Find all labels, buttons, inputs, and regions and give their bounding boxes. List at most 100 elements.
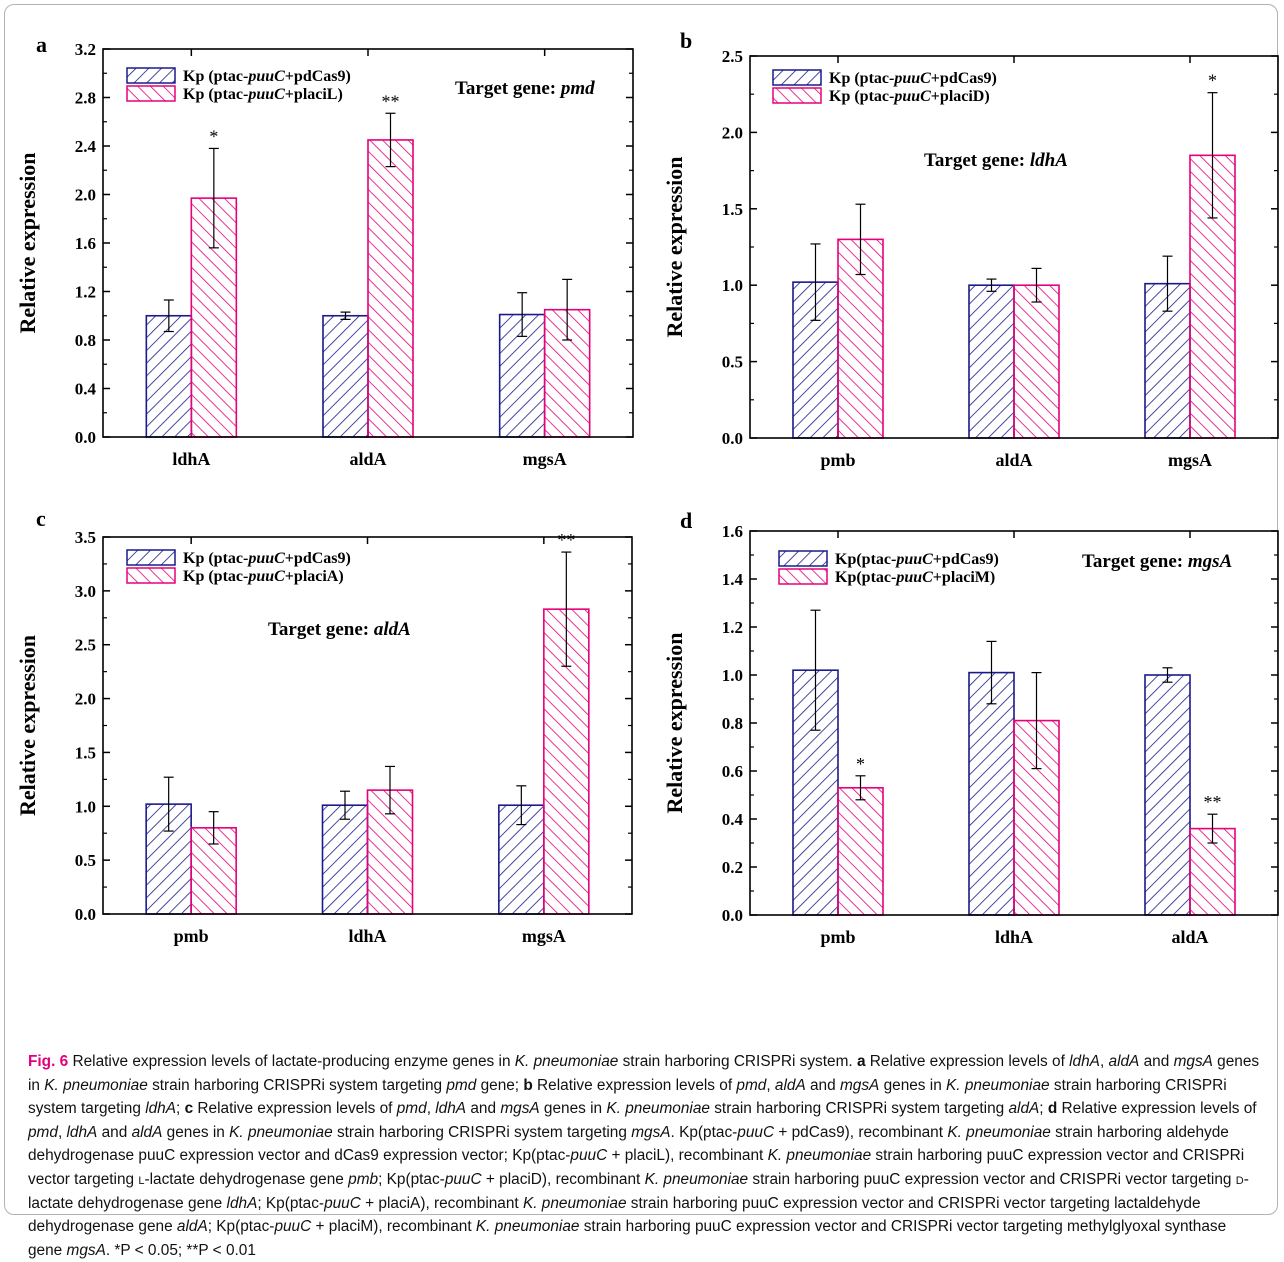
caption-segment: puuC xyxy=(737,1124,774,1141)
figure-charts: a 0.0 0.4 0.8 1.2 1.6 2.0 2.4 2.8 3.2 Relative exp… xyxy=(0,0,1284,1045)
y-tick-label: 0.4 xyxy=(722,810,744,829)
caption-segment: genes in xyxy=(540,1100,607,1117)
caption-segment: and xyxy=(1139,1053,1173,1070)
legend-label: Kp (ptac-puuC+pdCas9) xyxy=(183,68,351,85)
caption-segment: . Kp(ptac- xyxy=(671,1124,738,1141)
y-tick-label: 2.0 xyxy=(75,186,96,205)
y-tick-label: 2.0 xyxy=(75,690,96,709)
y-tick-label: 3.2 xyxy=(75,40,96,59)
x-category-label: ldhA xyxy=(995,927,1033,947)
significance-marker: * xyxy=(1208,71,1217,91)
caption-segment: K. pneumoniae xyxy=(645,1171,749,1188)
y-tick-label: 1.2 xyxy=(75,283,96,302)
y-tick-label: 1.2 xyxy=(722,618,743,637)
target-gene-label: Target gene: pmd xyxy=(455,78,595,99)
y-tick-label: 2.0 xyxy=(722,123,743,142)
bar-control xyxy=(323,805,368,914)
caption-segment: pmd xyxy=(397,1100,427,1117)
caption-segment: Relative expression levels of xyxy=(866,1053,1070,1070)
caption-segment: puuC xyxy=(274,1218,311,1235)
caption-segment: ; Kp(ptac- xyxy=(378,1171,445,1188)
target-gene-label: Target gene: aldA xyxy=(268,619,411,640)
significance-marker: * xyxy=(856,754,865,774)
significance-marker: ** xyxy=(1204,792,1222,812)
caption-segment: K. pneumoniae xyxy=(229,1124,333,1141)
y-axis-title: Relative expression xyxy=(15,635,40,816)
y-axis-title: Relative expression xyxy=(662,156,687,337)
caption-segment: b xyxy=(523,1077,532,1094)
legend-swatch xyxy=(773,70,821,85)
caption-segment: mgsA xyxy=(631,1124,670,1141)
panel-letter: a xyxy=(36,32,47,57)
y-tick-label: 1.0 xyxy=(722,666,743,685)
caption-segment: + placiL), recombinant xyxy=(607,1147,767,1164)
caption-segment: strain harboring CRISPRi system. xyxy=(618,1053,857,1070)
caption-segment: ldhA xyxy=(67,1124,98,1141)
legend-swatch xyxy=(773,88,821,103)
caption-segment: and xyxy=(97,1124,131,1141)
significance-marker: ** xyxy=(557,530,575,550)
legend-label: Kp (ptac-puuC+pdCas9) xyxy=(829,70,997,87)
legend-swatch xyxy=(779,551,827,566)
y-tick-label: 0.0 xyxy=(722,429,743,448)
legend-label: Kp (ptac-puuC+pdCas9) xyxy=(183,550,351,567)
caption-segment: ; Kp(ptac- xyxy=(208,1218,275,1235)
x-category-label: pmb xyxy=(174,926,209,946)
caption-segment: aldA xyxy=(177,1218,208,1235)
legend-label: Kp (ptac-puuC+placiL) xyxy=(183,86,343,103)
y-tick-label: 0.5 xyxy=(722,353,743,372)
caption-segment: puuC xyxy=(445,1171,482,1188)
caption-segment: , xyxy=(1100,1053,1109,1070)
caption-segment: K. pneumoniae xyxy=(946,1077,1050,1094)
legend-label: Kp(ptac-puuC+placiM) xyxy=(835,569,995,586)
significance-marker: ** xyxy=(382,91,400,111)
caption-segment: aldA xyxy=(1109,1053,1140,1070)
legend-swatch xyxy=(779,569,827,584)
target-gene-label: Target gene: mgsA xyxy=(1082,551,1232,572)
caption-segment: strain harboring puuC expression vector … xyxy=(748,1171,1236,1188)
y-tick-label: 1.0 xyxy=(75,797,96,816)
panel-letter: c xyxy=(36,506,46,531)
y-tick-label: 1.6 xyxy=(722,522,743,541)
caption-segment: , xyxy=(427,1100,436,1117)
legend-label: Kp(ptac-puuC+pdCas9) xyxy=(835,551,999,568)
y-tick-label: 0.8 xyxy=(75,331,96,350)
y-tick-label: 1.5 xyxy=(75,743,96,762)
caption-segment: Relative expression levels of xyxy=(533,1077,737,1094)
caption-segment: d xyxy=(1236,1171,1244,1188)
panel-letter: b xyxy=(680,28,692,53)
caption-segment: K. pneumoniae xyxy=(515,1053,619,1070)
caption-segment: -lactate dehydrogenase gene xyxy=(144,1171,348,1188)
y-axis-title: Relative expression xyxy=(662,632,687,813)
caption-segment: strain harboring CRISPRi system targetin… xyxy=(148,1077,447,1094)
caption-segment: K. pneumoniae xyxy=(768,1147,872,1164)
caption-segment: a xyxy=(857,1053,866,1070)
legend-label: Kp (ptac-puuC+placiD) xyxy=(829,88,990,105)
caption-segment: aldA xyxy=(1008,1100,1039,1117)
x-category-label: ldhA xyxy=(348,926,386,946)
caption-segment: + placiA), recombinant xyxy=(361,1195,523,1212)
y-tick-label: 1.6 xyxy=(75,234,96,253)
caption-segment: + pdCas9), recombinant xyxy=(774,1124,947,1141)
panel-letter: d xyxy=(680,508,692,533)
y-tick-label: 1.5 xyxy=(722,200,743,219)
x-category-label: pmb xyxy=(820,927,855,947)
caption-segment: Relative expression levels of xyxy=(1057,1100,1256,1117)
y-tick-label: 2.5 xyxy=(722,47,743,66)
x-category-label: aldA xyxy=(349,449,386,469)
y-tick-label: 0.0 xyxy=(75,428,96,447)
legend-swatch xyxy=(127,68,175,83)
caption-segment: gene; xyxy=(476,1077,523,1094)
bar-control xyxy=(969,673,1014,915)
target-gene-label: Target gene: ldhA xyxy=(924,150,1068,171)
caption-segment: K. pneumoniae xyxy=(947,1124,1051,1141)
caption-segment: mgsA xyxy=(500,1100,539,1117)
caption-segment: ldhA xyxy=(435,1100,466,1117)
bar-crispri xyxy=(368,140,413,437)
bar-control xyxy=(969,285,1014,438)
caption-segment: ldhA xyxy=(227,1195,258,1212)
bar-control xyxy=(146,316,191,437)
caption-segment: + placiD), recombinant xyxy=(482,1171,645,1188)
caption-segment: puuC xyxy=(324,1195,361,1212)
caption-segment: pmd xyxy=(446,1077,476,1094)
